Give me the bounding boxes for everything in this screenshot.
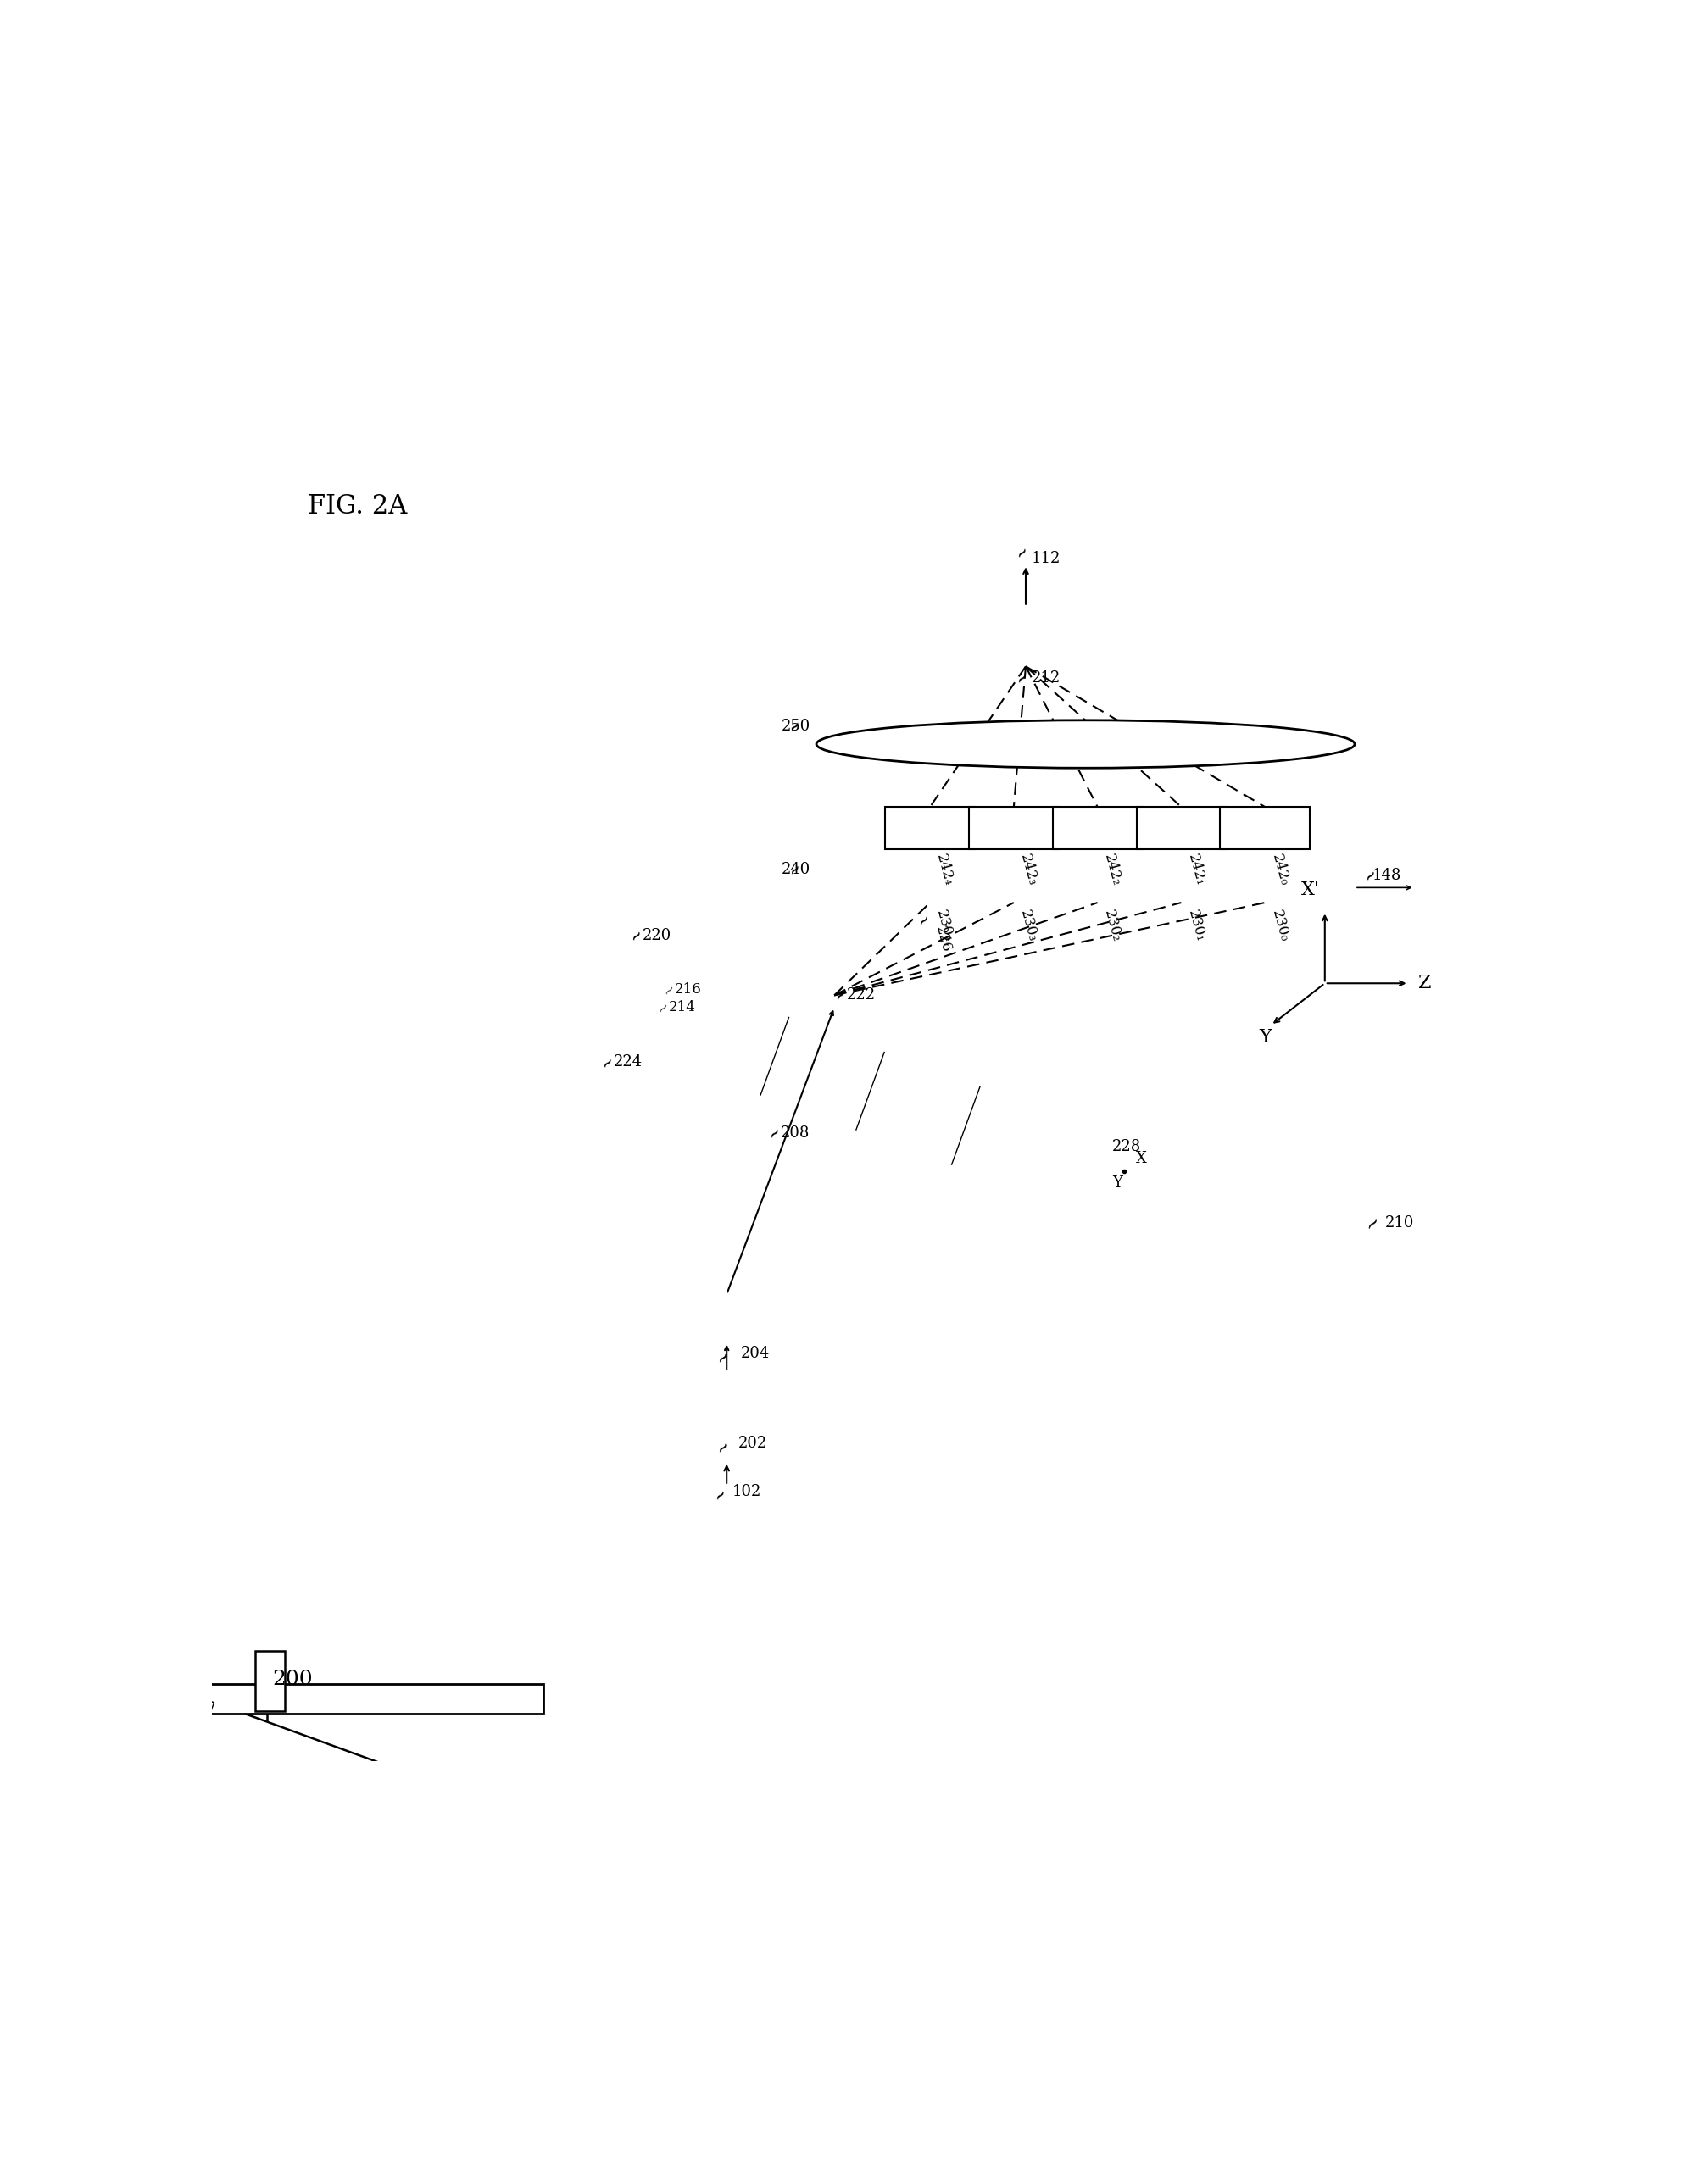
- Text: FIG. 2A: FIG. 2A: [307, 494, 408, 520]
- Text: 212: 212: [1032, 670, 1061, 686]
- Text: 148: 148: [1372, 867, 1403, 882]
- Text: ~: ~: [830, 985, 851, 1005]
- Text: 230₂: 230₂: [1100, 909, 1124, 943]
- Text: ~: ~: [764, 1123, 784, 1142]
- Text: ~: ~: [1012, 544, 1032, 563]
- Text: ~: ~: [914, 911, 934, 930]
- Bar: [5, 1684, 543, 1714]
- Text: Z: Z: [1418, 974, 1431, 994]
- Ellipse shape: [817, 721, 1355, 769]
- Text: ~: ~: [713, 1348, 734, 1367]
- Text: 242₁: 242₁: [1185, 852, 1207, 887]
- Bar: [567, 1841, 642, 1937]
- Bar: [231, 1706, 267, 1754]
- Bar: [141, 1686, 642, 1937]
- Text: 250: 250: [781, 719, 810, 734]
- Text: 222: 222: [846, 987, 874, 1002]
- Text: 230₄: 230₄: [934, 909, 956, 943]
- Bar: [885, 806, 975, 850]
- Text: ~: ~: [711, 1485, 730, 1505]
- Bar: [1221, 806, 1309, 850]
- Text: 242₀: 242₀: [1268, 852, 1290, 887]
- Text: 240: 240: [781, 863, 810, 878]
- Text: 102: 102: [732, 1483, 762, 1498]
- Text: 228: 228: [1112, 1140, 1141, 1155]
- Bar: [255, 1651, 285, 1710]
- Text: ~: ~: [598, 1053, 618, 1072]
- Text: ~: ~: [627, 926, 647, 946]
- Text: ~: ~: [654, 998, 672, 1016]
- Text: 200: 200: [272, 1669, 312, 1688]
- Text: 224: 224: [615, 1055, 644, 1070]
- Text: 230₀: 230₀: [1268, 909, 1290, 943]
- Bar: [1136, 806, 1226, 850]
- Text: 242₄: 242₄: [934, 852, 956, 887]
- Text: ~: ~: [713, 1437, 734, 1457]
- Text: Y: Y: [1112, 1175, 1122, 1190]
- Bar: [970, 806, 1058, 850]
- Text: 204: 204: [740, 1345, 771, 1361]
- Text: ~: ~: [784, 860, 805, 880]
- Text: 208: 208: [781, 1125, 810, 1140]
- Text: 242₂: 242₂: [1100, 852, 1124, 887]
- Text: ~: ~: [784, 716, 805, 736]
- Bar: [236, 1706, 261, 1765]
- Text: 202: 202: [739, 1435, 767, 1450]
- Text: 230₁: 230₁: [1185, 909, 1207, 943]
- Text: ~: ~: [1360, 1210, 1386, 1234]
- Text: 214: 214: [669, 1000, 696, 1013]
- Bar: [1053, 806, 1143, 850]
- Text: 242₃: 242₃: [1017, 852, 1039, 887]
- Text: 220: 220: [642, 928, 671, 943]
- Text: 112: 112: [1032, 550, 1061, 566]
- Text: ~: ~: [659, 981, 678, 998]
- Bar: [141, 1686, 214, 1782]
- Text: 210: 210: [1384, 1214, 1414, 1230]
- Text: X': X': [1301, 880, 1319, 900]
- Text: ~: ~: [1360, 865, 1380, 885]
- Text: 226: 226: [932, 924, 953, 954]
- Text: Y: Y: [1258, 1029, 1272, 1046]
- Text: 230₃: 230₃: [1017, 909, 1039, 943]
- Text: ~: ~: [1012, 668, 1032, 688]
- Text: 216: 216: [674, 983, 701, 996]
- Text: X: X: [1136, 1151, 1148, 1166]
